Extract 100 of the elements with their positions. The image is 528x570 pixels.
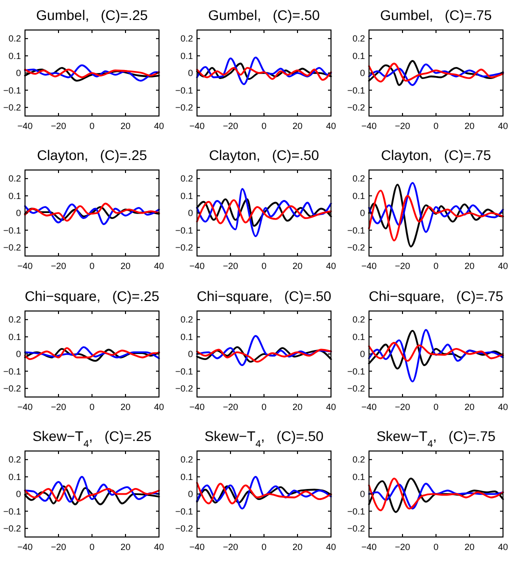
x-tick-label: 0 [89,121,95,131]
y-tick-label: 0.2 [8,314,21,325]
y-tick-label: 0 [188,68,193,78]
x-tick-label: −40 [189,402,205,412]
y-tick-label: −0.2 [175,102,193,113]
line-series [196,56,332,86]
y-tick-label: −0.1 [3,85,21,96]
y-tick-label: −0.2 [175,242,193,253]
x-tick-label: 20 [464,402,475,412]
y-tick-label: −0.2 [3,524,21,534]
y-tick-label: −0.2 [3,102,21,113]
x-tick-label: −20 [50,402,66,412]
x-tick-label: 0 [261,542,267,552]
x-tick-label: 40 [326,261,336,271]
x-tick-label: −20 [50,121,66,131]
line-series [368,329,504,382]
x-tick-label: 40 [498,261,508,271]
y-tick-label: 0.1 [180,190,193,201]
x-tick-label: −20 [222,261,238,271]
x-tick-label: −40 [17,542,33,552]
y-tick-label: −0.1 [3,506,21,516]
y-tick-label: 0.2 [8,454,21,465]
x-tick-label: 0 [433,121,439,131]
x-tick-label: −40 [361,261,377,271]
y-tick-label: −0.1 [347,225,365,236]
line-series [368,190,504,242]
y-tick-label: 0.2 [352,174,365,184]
line-series [24,204,160,226]
y-tick-label: 0.1 [8,190,21,201]
y-tick-label: −0.2 [347,102,365,113]
y-tick-label: −0.1 [175,225,193,236]
y-tick-label: 0.2 [352,34,365,44]
y-tick-label: 0.1 [352,190,365,201]
line-series [368,182,504,233]
x-tick-label: 20 [292,121,303,131]
y-tick-label: 0 [188,489,193,500]
y-tick-label: −0.2 [347,384,365,394]
chart-title: Chi−square, (C)=.25 [24,288,160,304]
y-tick-label: 0.1 [180,50,193,61]
y-tick-label: 0 [16,489,21,500]
y-tick-label: 0.1 [8,50,21,61]
line-series [24,202,160,222]
x-tick-label: 0 [433,402,439,412]
x-tick-label: 0 [261,402,267,412]
y-tick-label: −0.1 [175,85,193,96]
y-tick-label: 0.2 [180,314,193,325]
y-tick-label: 0 [188,349,193,360]
y-tick-label: 0.2 [180,34,193,44]
chart-title: Skew−T$_{4}$, (C)=.75 [376,428,496,450]
x-tick-label: 20 [464,121,475,131]
line-series [196,476,332,510]
chart-title: Clayton, (C)=.50 [208,147,320,163]
y-tick-label: 0 [16,208,21,218]
y-tick-label: −0.2 [347,242,365,253]
x-tick-label: 40 [326,542,336,552]
x-tick-label: −20 [222,402,238,412]
x-tick-label: 40 [154,261,164,271]
y-tick-label: −0.1 [347,85,365,96]
y-tick-label: 0 [360,349,365,360]
x-tick-label: 20 [292,402,303,412]
y-tick-label: 0.2 [8,174,21,184]
line-series [368,342,504,362]
y-tick-label: −0.2 [175,384,193,394]
line-series [196,66,332,81]
x-tick-label: 20 [464,261,475,271]
chart-title: Gumbel, (C)=.25 [36,7,148,23]
x-tick-label: 40 [154,542,164,552]
y-tick-label: 0.1 [352,50,365,61]
x-tick-label: 0 [89,542,95,552]
y-tick-label: 0.1 [8,332,21,342]
x-tick-label: 40 [154,121,164,131]
y-tick-label: −0.1 [3,225,21,236]
chart-title: Gumbel, (C)=.75 [380,7,492,23]
y-tick-label: −0.2 [175,524,193,534]
chart-title: Clayton, (C)=.25 [36,147,148,163]
y-tick-label: 0 [360,208,365,218]
x-tick-label: −20 [50,261,66,271]
y-tick-label: 0.2 [180,174,193,184]
x-tick-label: −20 [222,542,238,552]
chart-title: Chi−square, (C)=.50 [196,288,332,304]
x-tick-label: 40 [326,402,336,412]
x-tick-label: −40 [189,542,205,552]
y-tick-label: 0.1 [180,472,193,482]
x-tick-label: −40 [189,121,205,131]
x-tick-label: 20 [120,542,131,552]
x-tick-label: −20 [394,261,410,271]
x-tick-label: −40 [17,402,33,412]
chart-title: Clayton, (C)=.75 [380,147,492,163]
x-tick-label: 20 [464,542,475,552]
x-tick-label: 0 [261,261,267,271]
y-tick-label: −0.1 [347,506,365,516]
y-tick-label: −0.1 [175,506,193,516]
x-tick-label: −20 [222,121,238,131]
line-series [24,68,160,78]
x-tick-label: 20 [292,542,303,552]
x-tick-label: −40 [17,261,33,271]
x-tick-label: 40 [498,542,508,552]
y-tick-label: −0.1 [347,366,365,376]
line-series [24,484,160,502]
y-tick-label: 0.1 [180,332,193,342]
